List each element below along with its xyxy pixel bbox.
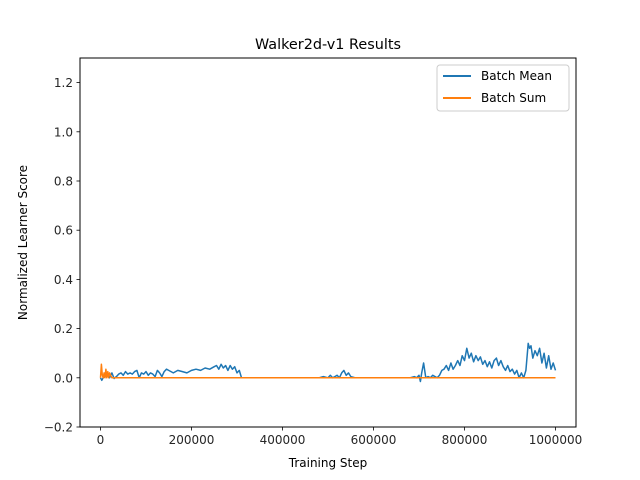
y-tick-label: 1.0: [54, 125, 73, 139]
chart-title: Walker2d-v1 Results: [255, 37, 401, 53]
x-tick-label: 600000: [351, 433, 397, 447]
x-tick-label: 200000: [169, 433, 215, 447]
legend-label-batch-mean: Batch Mean: [481, 69, 552, 83]
x-tick-label: 800000: [442, 433, 488, 447]
y-axis-title: Normalized Learner Score: [16, 165, 30, 320]
y-tick-label: −0.2: [44, 421, 73, 435]
series-layer: [99, 342, 557, 383]
x-tick-label: 400000: [260, 433, 306, 447]
legend-label-batch-sum: Batch Sum: [481, 91, 546, 105]
x-axis-ticks: 0 200000 400000 600000 800000 1000000: [97, 427, 582, 447]
y-axis-ticks: −0.2 0.0 0.2 0.4 0.6 0.8 1.0 1.2: [44, 76, 80, 435]
series-line-batch-sum: [99, 363, 556, 379]
x-tick-label: 0: [97, 433, 105, 447]
plot-frame: [79, 57, 577, 428]
y-tick-label: 0.8: [54, 175, 73, 189]
x-tick-label: 1000000: [529, 433, 582, 447]
x-axis-title: Training Step: [288, 456, 368, 470]
legend: Batch Mean Batch Sum: [436, 64, 570, 112]
y-tick-label: 0.4: [54, 273, 73, 287]
y-tick-label: 0.0: [54, 371, 73, 385]
y-tick-label: 1.2: [54, 76, 73, 90]
y-tick-label: 0.6: [54, 224, 73, 238]
series-line-batch-mean: [99, 342, 557, 383]
y-tick-label: 0.2: [54, 322, 73, 336]
